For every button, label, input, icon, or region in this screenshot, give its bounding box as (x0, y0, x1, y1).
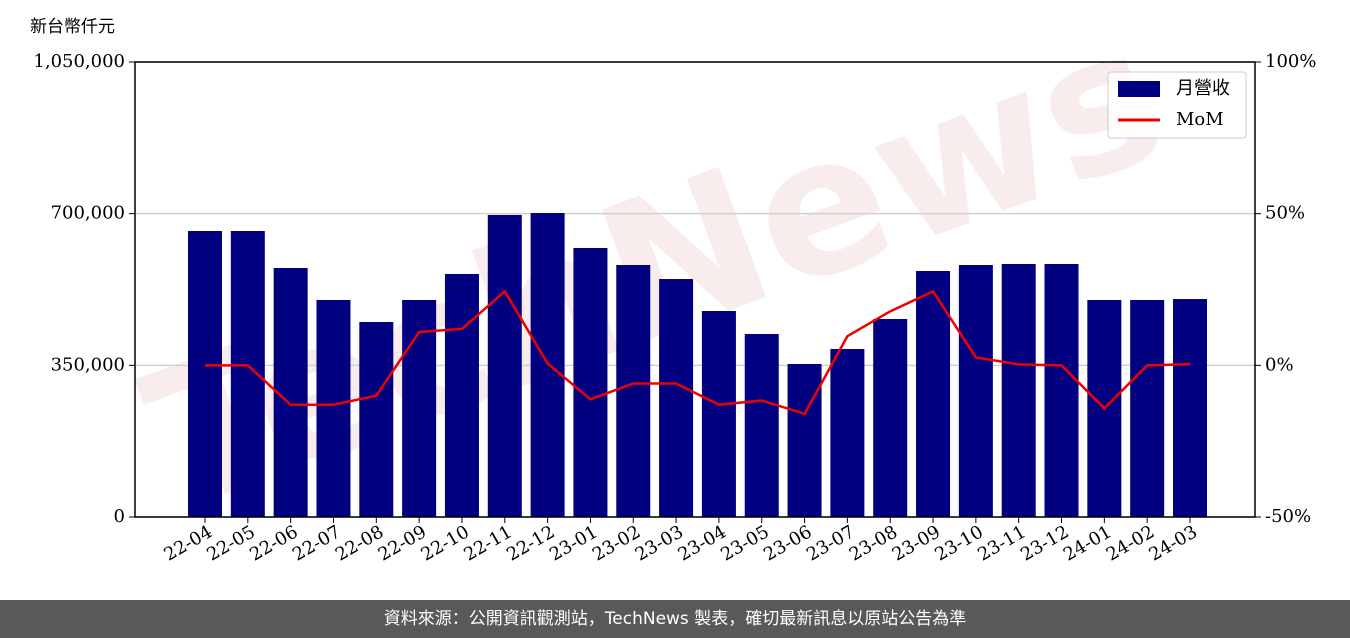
bar (958, 265, 993, 517)
x-tick-label: 23-02 (589, 521, 644, 565)
x-tick-label: 22-10 (418, 521, 473, 565)
y-tick-label: 1,050,000 (33, 51, 125, 72)
x-tick-label: 24-01 (1060, 521, 1115, 565)
bar (359, 322, 394, 517)
x-tick-label: 23-03 (632, 521, 687, 565)
y-axis-label: 新台幣仟元 (30, 17, 115, 37)
x-tick-label: 22-07 (289, 521, 344, 565)
legend-label: 月營收 (1176, 78, 1230, 99)
bar (830, 348, 865, 517)
plot-frame (134, 61, 1256, 518)
y2-tick-label: 0% (1265, 354, 1294, 375)
x-tick-label: 23-12 (1017, 521, 1072, 565)
legend-label: MoM (1176, 109, 1224, 130)
bar (273, 268, 308, 517)
bar (402, 299, 437, 517)
bar (573, 247, 608, 517)
x-tick-label: 23-08 (846, 521, 901, 565)
bar (230, 231, 265, 517)
x-tick-label: 23-09 (889, 521, 944, 565)
x-tick-label: 24-02 (1103, 521, 1158, 565)
y2-tick-label: 100% (1265, 51, 1316, 72)
y2-tick-label: -50% (1265, 506, 1311, 527)
bar (1173, 299, 1207, 517)
x-tick-label: 24-03 (1146, 521, 1201, 565)
bar (1044, 264, 1079, 517)
y-tick-label: 700,000 (51, 203, 125, 224)
bar (316, 299, 351, 517)
x-tick-label: 23-11 (974, 521, 1029, 565)
bar (1001, 264, 1036, 517)
x-tick-label: 23-04 (674, 521, 729, 565)
bar (1130, 299, 1165, 517)
x-tick-label: 22-12 (503, 521, 558, 565)
x-tick-label: 23-10 (931, 521, 986, 565)
bar (659, 279, 694, 517)
bar (616, 265, 651, 517)
x-tick-label: 22-11 (460, 521, 515, 565)
bar (701, 310, 736, 517)
y2-tick-label: 50% (1265, 203, 1305, 224)
y-tick-label: 350,000 (51, 354, 125, 375)
x-tick-label: 22-09 (375, 521, 430, 565)
y-tick-label: 0 (114, 506, 125, 527)
x-tick-label: 23-07 (803, 521, 858, 565)
x-tick-label: 23-06 (760, 521, 815, 565)
bar (787, 363, 822, 517)
legend-swatch (1118, 81, 1160, 97)
bar (916, 270, 951, 517)
line (205, 290, 1191, 416)
footer: 資料來源：公開資訊觀測站，TechNews 製表，確切最新訊息以原站公告為準 (0, 600, 1350, 638)
x-tick-label: 23-01 (546, 521, 601, 565)
bar (873, 318, 908, 517)
x-tick-label: 23-05 (717, 521, 772, 565)
bar (188, 231, 222, 517)
chart: TechNews 新台幣仟元 0350,000700,0001,050,000-… (30, 0, 1316, 566)
bar (444, 273, 479, 517)
x-tick-label: 22-08 (332, 521, 387, 565)
bar (487, 214, 522, 517)
bar (744, 334, 779, 517)
